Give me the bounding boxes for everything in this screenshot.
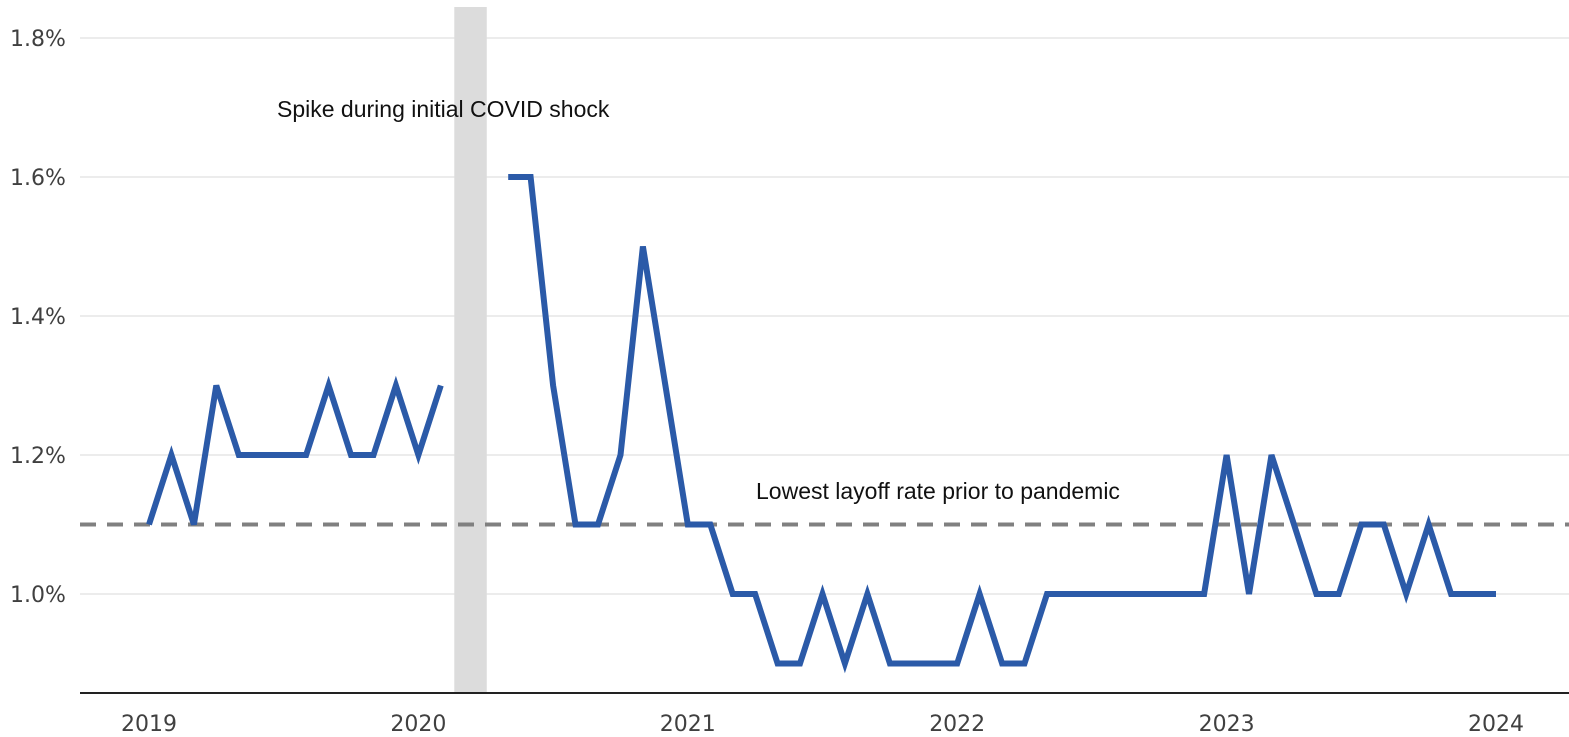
y-tick-label: 1.0%: [10, 583, 66, 608]
x-tick-label: 2021: [660, 712, 716, 737]
annotation-text: Lowest layoff rate prior to pandemic: [756, 478, 1120, 504]
y-axis-tick-labels: 1.0% 1.2% 1.4% 1.6% 1.8%: [10, 27, 66, 608]
y-tick-label: 1.2%: [10, 444, 66, 469]
y-tick-label: 1.6%: [10, 166, 66, 191]
covid-shaded-band: [454, 7, 487, 693]
y-tick-label: 1.8%: [10, 27, 66, 52]
x-tick-label: 2024: [1468, 712, 1524, 737]
shaded-period: [454, 7, 487, 693]
x-tick-label: 2019: [121, 712, 177, 737]
annotation-text: Spike during initial COVID shock: [277, 96, 610, 122]
annotations: Spike during initial COVID shock Lowest l…: [277, 96, 1120, 504]
series-layer: [146, 174, 1496, 674]
series-line: [146, 375, 444, 526]
series-line: [508, 174, 1496, 674]
x-axis-tick-labels: 2019 2020 2021 2022 2023 2024: [121, 712, 1524, 737]
x-tick-label: 2022: [929, 712, 985, 737]
y-tick-label: 1.4%: [10, 305, 66, 330]
x-tick-label: 2020: [390, 712, 446, 737]
x-tick-label: 2023: [1199, 712, 1255, 737]
